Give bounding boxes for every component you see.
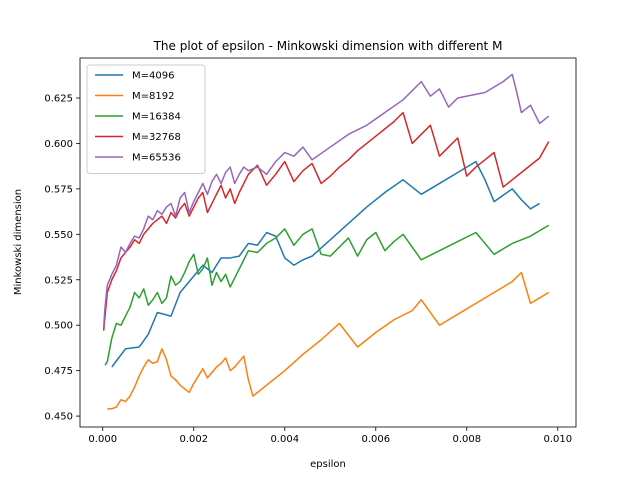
y-axis-label: Minkowski dimension	[13, 189, 24, 295]
series-line-1	[111, 160, 540, 368]
x-axis-label: epsilon	[310, 459, 346, 470]
legend-label-4: M=32768	[132, 132, 181, 143]
plot-frame	[79, 57, 577, 428]
series-layer	[102, 73, 550, 410]
x-tick-label: 0.008	[452, 434, 481, 445]
x-tick-label: 0.002	[179, 434, 208, 445]
series-line-5	[102, 73, 550, 328]
y-tick-label: 0.525	[44, 275, 73, 286]
y-tick-label: 0.600	[44, 139, 73, 150]
y-tick-label: 0.500	[44, 321, 73, 332]
y-tick-label: 0.450	[44, 412, 73, 423]
legend-frame	[86, 64, 206, 174]
x-tick-label: 0.006	[361, 434, 390, 445]
x-tick-label: 0.004	[270, 434, 299, 445]
legend-label-2: M=8192	[132, 91, 174, 102]
chart-title: The plot of epsilon - Minkowski dimensio…	[153, 39, 503, 53]
x-tick-label: 0.010	[543, 434, 572, 445]
series-line-3	[104, 224, 550, 366]
legend-label-5: M=65536	[132, 153, 181, 164]
y-axis: 0.450 0.475 0.500 0.525 0.550 0.575 0.600 0.625	[44, 93, 80, 423]
y-tick-label: 0.550	[44, 230, 73, 241]
y-tick-label: 0.575	[44, 184, 73, 195]
x-tick-label: 0.000	[88, 434, 117, 445]
legend-label-3: M=16384	[132, 112, 181, 123]
y-tick-label: 0.625	[44, 93, 73, 104]
x-axis: 0.000 0.002 0.004 0.006 0.008 0.010	[88, 427, 572, 445]
legend: M=4096 M=8192 M=16384 M=32768 M=65536	[86, 64, 206, 174]
series-line-2	[107, 271, 550, 410]
y-tick-label: 0.475	[44, 366, 73, 377]
legend-label-1: M=4096	[132, 71, 174, 82]
series-line-4	[102, 111, 550, 331]
